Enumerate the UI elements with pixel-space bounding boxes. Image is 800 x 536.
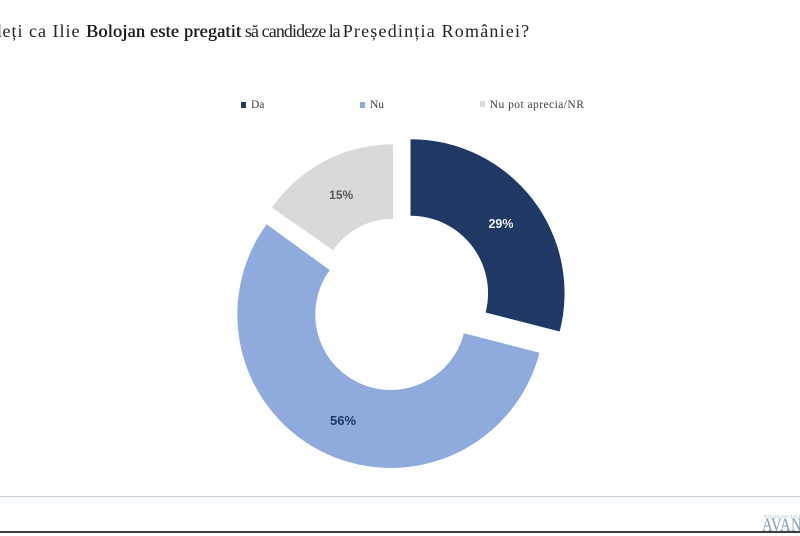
- svg-text:56%: 56%: [330, 413, 356, 428]
- svg-text:15%: 15%: [329, 188, 353, 202]
- svg-text:29%: 29%: [488, 217, 513, 231]
